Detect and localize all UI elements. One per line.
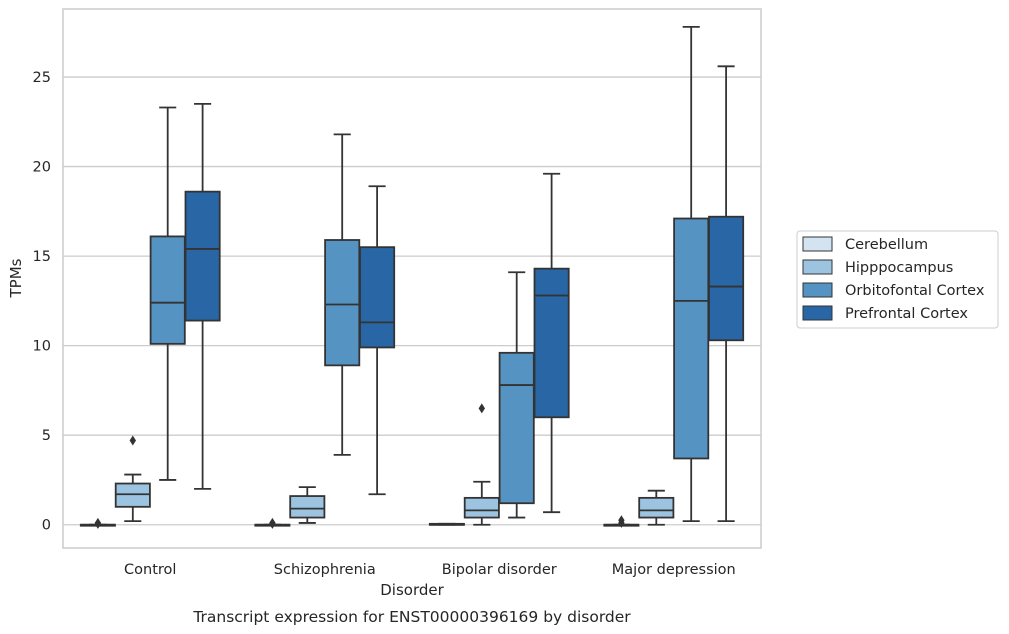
iqr-box: [533, 267, 570, 419]
outlier-point: [618, 517, 625, 528]
iqr-box: [184, 190, 221, 322]
legend-swatch: [802, 236, 833, 252]
box-orbitofontal-cortex-1: [324, 133, 361, 456]
y-tick-label: 15: [33, 249, 51, 265]
x-tick-labels: Control Schizophrenia Bipolar disorder Majo…: [124, 562, 736, 578]
legend-entry: Hipppocampus: [845, 260, 953, 276]
legend-frame: [796, 230, 999, 329]
outlier-point: [129, 435, 136, 446]
iqr-box: [324, 239, 361, 367]
y-tick-label: 20: [33, 160, 51, 176]
y-tick-labels: 0 5 10 15 20 25: [33, 70, 51, 534]
x-tick-label: Schizophrenia: [274, 562, 376, 578]
iqr-box: [673, 217, 710, 460]
figure-caption: Transcript expression for ENST0000039616…: [192, 608, 631, 626]
box-orbitofontal-cortex-2: [498, 271, 535, 519]
box-cerebellum-3: [603, 515, 640, 528]
iqr-box: [708, 215, 745, 342]
box-hipppocampus-3: [638, 489, 675, 526]
box-hipppocampus-2: [463, 403, 500, 526]
legend-entry: Prefrontal Cortex: [845, 306, 968, 322]
box-cerebellum-0: [79, 517, 116, 529]
iqr-box: [149, 235, 186, 345]
iqr-box: [289, 495, 326, 519]
box-cerebellum-1: [254, 517, 291, 529]
box-orbitofontal-cortex-0: [149, 106, 186, 481]
iqr-box: [498, 351, 535, 505]
legend-entry: Orbitofontal Cortex: [845, 283, 985, 299]
box-prefrontal-cortex-3: [708, 65, 745, 523]
iqr-box: [638, 496, 675, 519]
box-series: [79, 26, 745, 529]
x-tick-label: Control: [124, 562, 176, 578]
legend-swatch: [802, 305, 833, 321]
iqr-box: [359, 246, 396, 349]
legend: Cerebellum Hipppocampus Orbitofontal Corte…: [796, 230, 999, 329]
box-prefrontal-cortex-0: [184, 103, 221, 490]
box-hipppocampus-0: [114, 435, 151, 523]
y-axis-label: TPMs: [7, 258, 25, 298]
y-tick-label: 5: [42, 428, 51, 444]
x-tick-label: Bipolar disorder: [442, 562, 557, 578]
plot-frame: [62, 8, 762, 549]
legend-swatch: [802, 259, 833, 275]
y-tick-label: 25: [33, 70, 51, 86]
y-tick-label: 0: [42, 518, 51, 534]
box-prefrontal-cortex-1: [359, 185, 396, 496]
outlier-point: [269, 518, 276, 529]
outlier-point: [478, 403, 485, 414]
legend-entry: Cerebellum: [845, 237, 928, 253]
box-prefrontal-cortex-2: [533, 172, 570, 514]
legend-swatch: [802, 282, 833, 298]
box-hipppocampus-1: [289, 486, 326, 524]
iqr-box: [463, 496, 500, 519]
x-axis-label: Disorder: [380, 581, 444, 599]
y-tick-label: 10: [33, 339, 51, 355]
box-orbitofontal-cortex-3: [673, 26, 710, 523]
outlier-point: [94, 518, 102, 529]
box-cerebellum-2: [428, 522, 465, 526]
x-tick-label: Major depression: [612, 562, 736, 578]
